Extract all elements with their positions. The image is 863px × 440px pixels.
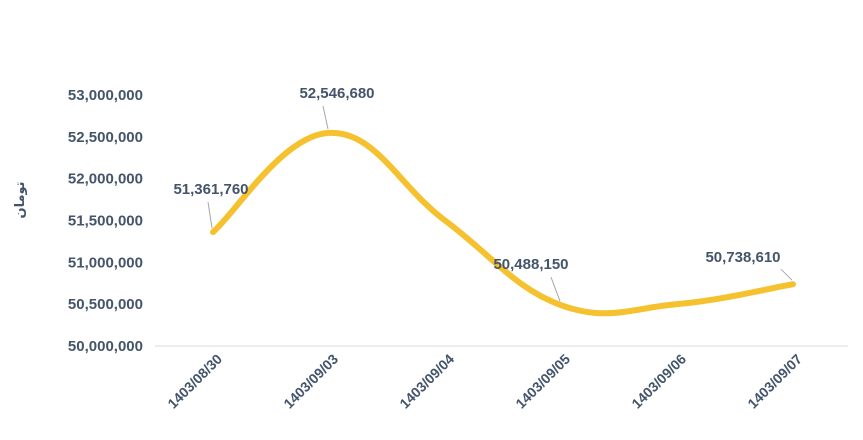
- data-label: 50,738,610: [705, 249, 780, 266]
- y-tick-label: 50,500,000: [68, 296, 143, 313]
- data-label: 52,546,680: [299, 85, 374, 102]
- x-tick-label: 1403/09/05: [512, 351, 573, 412]
- data-label: 51,361,760: [173, 181, 248, 198]
- y-tick-label: 51,000,000: [68, 254, 143, 271]
- x-tick-label: 1403/09/06: [628, 351, 689, 412]
- y-tick-label: 52,500,000: [68, 129, 143, 146]
- x-axis-ticks: 1403/08/30 1403/09/03 1403/09/04 1403/09/05…: [164, 351, 805, 412]
- x-tick-label: 1403/08/30: [164, 351, 225, 412]
- data-label-leaders: [207, 105, 793, 302]
- data-label-leader: [322, 105, 329, 130]
- data-label-leader: [780, 268, 793, 281]
- x-tick-label: 1403/09/04: [396, 351, 457, 412]
- y-tick-label: 52,000,000: [68, 171, 143, 188]
- y-axis-title: تومان: [13, 181, 28, 218]
- data-label-leader: [550, 276, 561, 302]
- x-tick-label: 1403/09/07: [744, 351, 805, 412]
- y-tick-label: 50,000,000: [68, 338, 143, 355]
- data-labels: 51,361,760 52,546,680 50,488,150 50,738,610: [173, 85, 780, 273]
- data-label-leader: [207, 201, 213, 229]
- y-tick-label: 51,500,000: [68, 213, 143, 230]
- y-axis-ticks: 50,000,000 50,500,000 51,000,000 51,500,000…: [68, 87, 143, 355]
- series-line: [210, 129, 796, 317]
- x-tick-label: 1403/09/03: [280, 351, 341, 412]
- y-tick-label: 53,000,000: [68, 87, 143, 104]
- data-label: 50,488,150: [493, 256, 568, 273]
